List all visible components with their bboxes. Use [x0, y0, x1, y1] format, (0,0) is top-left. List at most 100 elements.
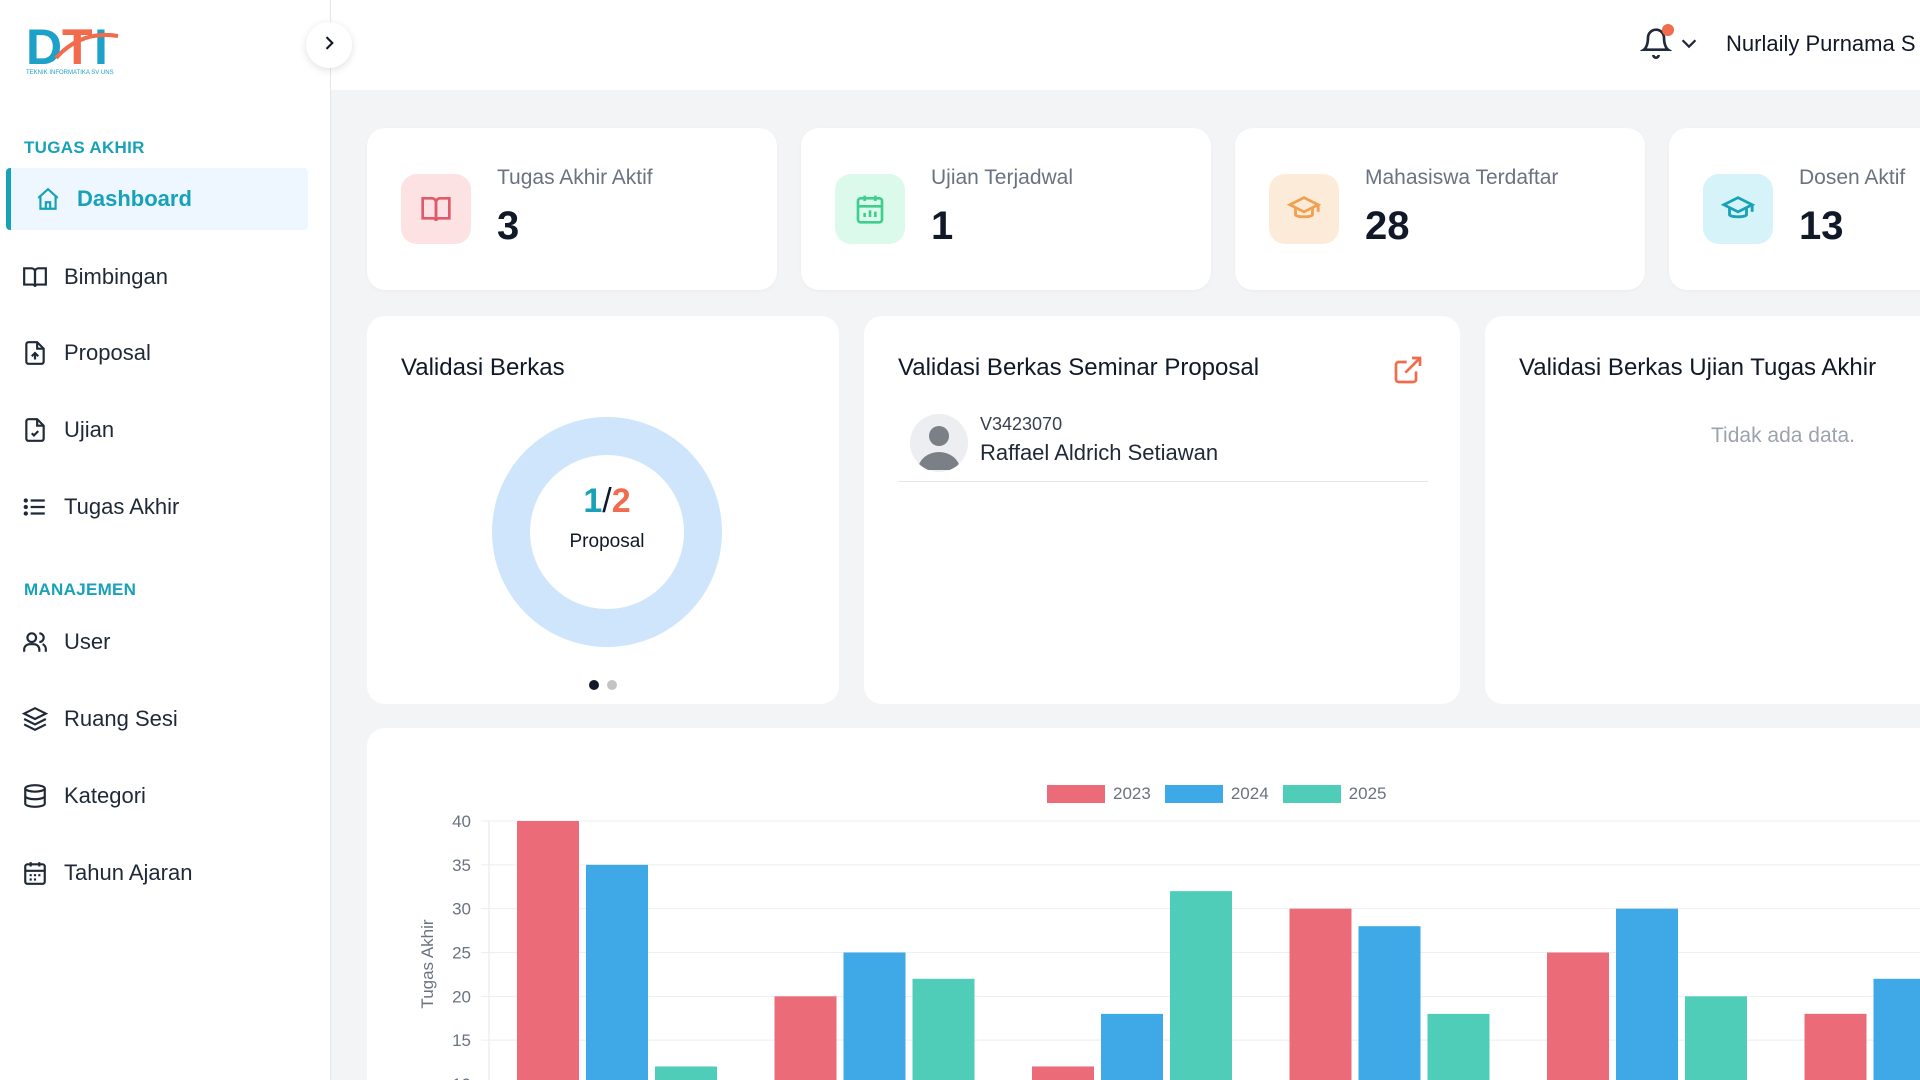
y-axis-label: Tugas Akhir	[418, 919, 437, 1008]
sidebar-toggle-button[interactable]	[306, 22, 352, 68]
user-menu-chevron-down-icon[interactable]	[1678, 32, 1700, 59]
donut-label: Proposal	[569, 531, 645, 552]
bar-2025-2	[912, 978, 975, 1080]
home-icon	[33, 184, 63, 214]
layers-icon	[20, 704, 50, 734]
bar-2025-1	[655, 1066, 717, 1080]
y-tick-label: 25	[452, 944, 471, 963]
legend-swatch	[1164, 785, 1223, 803]
sidebar-item-bimbingan[interactable]: Bimbingan	[6, 246, 308, 308]
bar-2024-3	[1101, 1013, 1163, 1080]
sidebar-item-label: Kategori	[64, 783, 146, 808]
legend-swatch	[1282, 785, 1341, 803]
validation-donut: 1/2 Proposal	[487, 412, 727, 652]
carousel-dots	[367, 680, 839, 690]
bar-2023-1	[517, 821, 579, 1080]
bar-2025-5	[1685, 996, 1747, 1080]
stat-label: Dosen Aktif	[1799, 166, 1906, 189]
stat-label: Tugas Akhir Aktif	[497, 166, 653, 189]
bar-2024-5	[1616, 908, 1678, 1080]
sidebar-item-label: Tugas Akhir	[64, 494, 180, 519]
donut-remaining-arc	[492, 417, 722, 647]
svg-text:D: D	[26, 20, 62, 75]
section-label-manajemen: MANAJEMEN	[24, 580, 137, 599]
donut-slash: /	[602, 482, 612, 520]
legend-item-2023[interactable]: 2023	[1047, 784, 1151, 804]
section-label-tugas-akhir: TUGAS AKHIR	[24, 138, 145, 157]
list-item[interactable]: V3423070 Raffael Aldrich Setiawan	[898, 408, 1428, 482]
avatar	[910, 414, 968, 472]
sidebar-item-tugas-akhir[interactable]: Tugas Akhir	[6, 476, 308, 538]
sidebar-item-proposal[interactable]: Proposal	[6, 322, 308, 384]
bar-2024-6	[1873, 978, 1920, 1080]
bar-2024-4	[1358, 926, 1421, 1080]
graduation-cap-icon	[1269, 174, 1339, 244]
notification-badge	[1662, 24, 1674, 36]
y-tick-label: 10	[452, 1075, 471, 1080]
stat-label: Mahasiswa Terdaftar	[1365, 166, 1559, 189]
bar-2023-3	[1032, 1066, 1094, 1080]
legend-item-2025[interactable]: 2025	[1282, 784, 1386, 804]
bar-2023-2	[774, 996, 837, 1080]
bar-2023-6	[1804, 1013, 1867, 1080]
legend-item-2024[interactable]: 2024	[1164, 784, 1269, 804]
notification-bell-icon[interactable]	[1639, 26, 1673, 60]
carousel-dot-2[interactable]	[607, 680, 617, 690]
sidebar-item-dashboard[interactable]: Dashboard	[6, 168, 308, 230]
bar-2024-2	[843, 952, 906, 1080]
sidebar-item-label: Dashboard	[77, 186, 192, 211]
donut-numerator: 1	[583, 482, 603, 520]
stat-card-tugas-akhir-aktif: Tugas Akhir Aktif 3	[367, 128, 777, 290]
y-tick-label: 40	[452, 812, 471, 831]
book-icon	[20, 262, 50, 292]
sidebar-item-ujian[interactable]: Ujian	[6, 399, 308, 461]
panel-title: Validasi Berkas Ujian Tugas Akhir	[1519, 354, 1877, 381]
svg-text:TEKNIK INFORMATIKA SV UNS: TEKNIK INFORMATIKA SV UNS	[26, 70, 114, 76]
carousel-dot-1[interactable]	[589, 680, 599, 690]
legend-label: 2023	[1113, 784, 1151, 803]
calendar-chart-icon	[835, 174, 905, 244]
calendar-icon	[20, 858, 50, 888]
panel-title: Validasi Berkas Seminar Proposal	[898, 354, 1260, 381]
panel-validasi-ujian-tugas-akhir: Validasi Berkas Ujian Tugas Akhir Tidak …	[1485, 316, 1920, 704]
user-name[interactable]: Nurlaily Purnama S	[1726, 31, 1916, 56]
app-logo[interactable]: D T I TEKNIK INFORMATIKA SV UNS	[26, 19, 146, 76]
y-tick-label: 20	[452, 987, 471, 1006]
donut-center: 1/2 Proposal	[487, 482, 727, 553]
bar-2023-4	[1289, 908, 1352, 1080]
panel-validasi-seminar-proposal: Validasi Berkas Seminar Proposal V342307…	[864, 316, 1460, 704]
bar-2025-4	[1427, 1013, 1490, 1080]
chart-legend: 2023 2024 2025	[1047, 784, 1386, 804]
panel-validasi-berkas: Validasi Berkas 1/2 Proposal	[367, 316, 839, 704]
chevron-right-icon	[319, 33, 339, 58]
sidebar-item-label: User	[64, 629, 111, 654]
stat-card-ujian-terjadwal: Ujian Terjadwal 1	[801, 128, 1211, 290]
sidebar-item-kategori[interactable]: Kategori	[6, 765, 308, 827]
sidebar-item-label: Proposal	[64, 340, 151, 365]
y-tick-label: 30	[452, 900, 471, 919]
y-tick-label: 35	[452, 856, 471, 875]
stat-label: Ujian Terjadwal	[931, 166, 1074, 189]
y-tick-label: 15	[452, 1031, 471, 1050]
sidebar-item-label: Ruang Sesi	[64, 706, 178, 731]
empty-state-text: Tidak ada data.	[1711, 424, 1855, 447]
donut-denominator: 2	[611, 482, 631, 520]
student-id: V3423070	[980, 414, 1063, 434]
users-icon	[20, 627, 50, 657]
student-name: Raffael Aldrich Setiawan	[980, 440, 1219, 465]
stat-card-mahasiswa-terdaftar: Mahasiswa Terdaftar 28	[1235, 128, 1645, 290]
bar-chart: 10 15 20 25 30 35 40 Tugas Akhir	[418, 812, 1920, 1080]
legend-label: 2024	[1230, 784, 1269, 803]
sidebar-item-ruang-sesi[interactable]: Ruang Sesi	[6, 688, 308, 750]
stat-value: 28	[1365, 204, 1410, 248]
external-link-icon[interactable]	[1392, 354, 1424, 391]
sidebar-item-label: Bimbingan	[64, 264, 168, 289]
sidebar-item-label: Tahun Ajaran	[64, 860, 193, 885]
bar-2025-3	[1170, 891, 1232, 1080]
stat-value: 13	[1799, 204, 1844, 248]
stat-value: 1	[931, 204, 954, 248]
file-upload-icon	[20, 338, 50, 368]
sidebar-item-user[interactable]: User	[6, 611, 308, 673]
sidebar-item-label: Ujian	[64, 417, 115, 442]
sidebar-item-tahun-ajaran[interactable]: Tahun Ajaran	[6, 842, 308, 904]
